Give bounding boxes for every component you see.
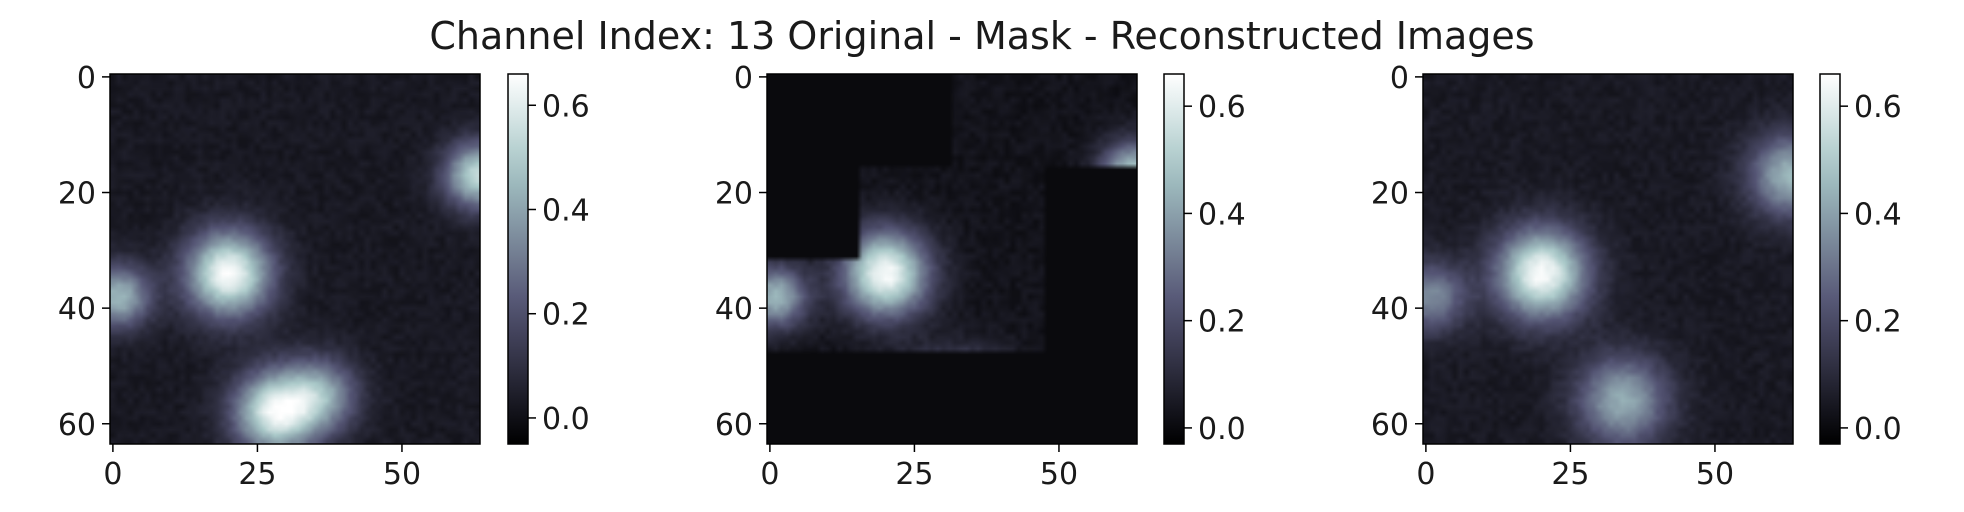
y-tick-label: 60 <box>58 408 96 443</box>
y-tick-label: 20 <box>58 177 96 212</box>
y-tick-label: 40 <box>58 292 96 327</box>
x-tick-label: 25 <box>1551 457 1589 492</box>
colorbar-tick-label: 0.4 <box>1854 197 1902 232</box>
y-tick-label: 0 <box>734 61 753 96</box>
y-tick-label: 60 <box>1371 408 1409 443</box>
x-tick-label: 50 <box>1040 457 1078 492</box>
colorbar <box>1163 73 1185 445</box>
y-tick-label: 40 <box>715 292 753 327</box>
x-tick-label: 25 <box>238 457 276 492</box>
heatmap-image <box>110 74 480 444</box>
subplot-1: 0 25 50 0 20 40 60 0.0 0.2 0.4 0.6 <box>58 61 590 492</box>
colorbar-tick-label: 0.0 <box>542 402 590 437</box>
colorbar-tick-label: 0.4 <box>1198 197 1246 232</box>
colorbar-tick-label: 0.2 <box>1854 305 1902 340</box>
x-tick-label: 50 <box>383 457 421 492</box>
colorbar-tick-label: 0.4 <box>542 193 590 228</box>
axes-frame <box>109 73 481 445</box>
figure-title: Channel Index: 13 Original - Mask - Reco… <box>429 14 1535 58</box>
y-tick-label: 0 <box>1390 61 1409 96</box>
colorbar-tick-label: 0.0 <box>1854 412 1902 447</box>
axes-frame <box>766 73 1138 445</box>
x-tick-label: 0 <box>760 457 779 492</box>
axes-frame <box>1422 73 1794 445</box>
x-tick-label: 0 <box>1416 457 1435 492</box>
x-tick-label: 25 <box>895 457 933 492</box>
y-tick-label: 20 <box>1371 177 1409 212</box>
subplot-3: 0 25 50 0 20 40 60 0.0 0.2 0.4 0.6 <box>1371 61 1902 492</box>
subplot-2: 0 25 50 0 20 40 60 0.0 0.2 0.4 0.6 <box>715 61 1246 492</box>
y-tick-label: 40 <box>1371 292 1409 327</box>
y-tick-label: 0 <box>77 61 96 96</box>
y-tick-label: 20 <box>715 177 753 212</box>
heatmap-image <box>767 74 1137 444</box>
colorbar <box>1819 73 1841 445</box>
colorbar-tick-label: 0.6 <box>1198 90 1246 125</box>
colorbar-tick-label: 0.6 <box>542 89 590 124</box>
x-tick-label: 50 <box>1696 457 1734 492</box>
colorbar-tick-label: 0.2 <box>542 298 590 333</box>
colorbar-tick-label: 0.0 <box>1198 412 1246 447</box>
heatmap-image <box>1423 74 1793 444</box>
y-tick-label: 60 <box>715 408 753 443</box>
x-tick-label: 0 <box>103 457 122 492</box>
colorbar <box>507 73 529 445</box>
colorbar-tick-label: 0.2 <box>1198 305 1246 340</box>
colorbar-tick-label: 0.6 <box>1854 90 1902 125</box>
